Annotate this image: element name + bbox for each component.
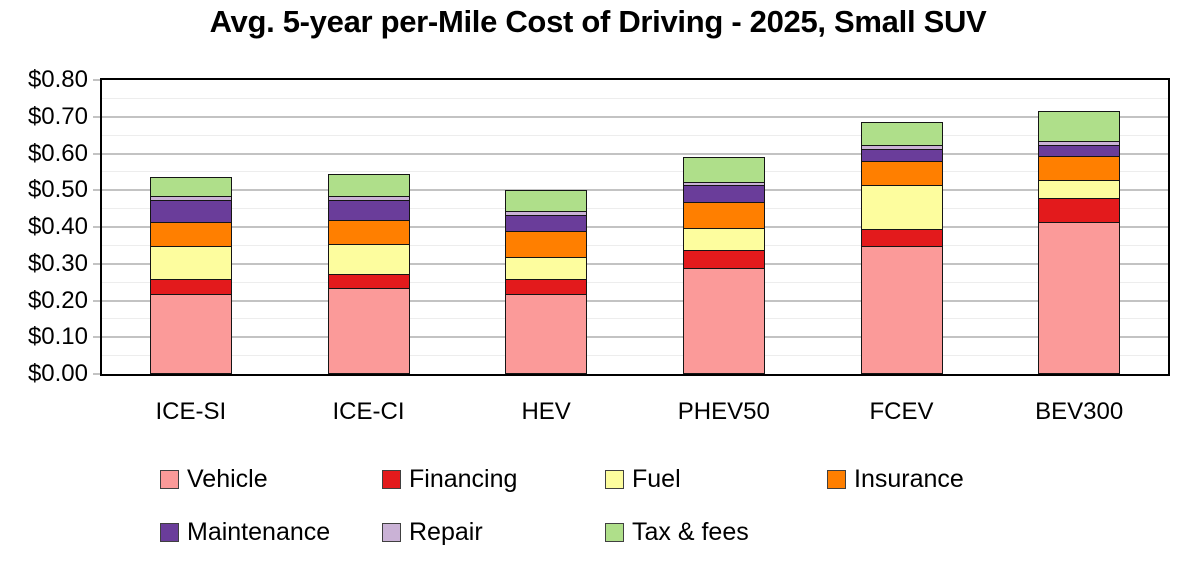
gridline-major [102,226,1168,228]
legend-item-insurance: Insurance [827,466,964,492]
gridline-minor [102,134,1168,136]
bar-segment-vehicle-fcev [860,245,943,374]
gridline-minor [102,171,1168,173]
x-category-label: ICE-CI [332,398,405,425]
bar-segment-maintenance-hev [505,214,588,233]
y-axis-label: $0.30 [27,249,88,277]
bar-segment-tax-fees-ice-si [149,177,232,198]
bar-segment-fuel-fcev [860,184,943,231]
bar-segment-fuel-phev50 [682,227,765,251]
legend-item-fuel: Fuel [605,466,681,492]
bar-segment-financing-hev [505,278,588,295]
y-axis-label: $0.70 [27,102,88,130]
legend-label: Fuel [632,465,681,493]
bar-segment-insurance-phev50 [682,201,765,229]
bar-segment-tax-fees-phev50 [682,157,765,183]
bar-segment-fuel-bev300 [1038,179,1121,200]
gridline-major [102,152,1168,155]
legend-swatch [605,522,624,542]
chart-title: Avg. 5-year per-Mile Cost of Driving - 2… [209,4,987,39]
bar-segment-maintenance-ice-si [149,199,232,224]
bar-segment-maintenance-fcev [860,147,943,163]
y-axis-tick [93,262,100,265]
gridline-major [102,262,1168,265]
bar-segment-maintenance-phev50 [682,184,765,203]
y-axis-label: $0.60 [27,139,88,167]
legend-item-vehicle: Vehicle [160,466,268,492]
gridline-major [102,189,1168,192]
bar-segment-financing-bev300 [1038,197,1121,224]
legend-item-repair: Repair [382,519,483,545]
bar-segment-vehicle-phev50 [682,267,765,374]
bar-segment-vehicle-hev [505,293,588,374]
gridline-major [102,299,1168,302]
y-axis-label: $0.10 [27,323,88,351]
y-axis-tick [93,226,100,228]
bar-segment-financing-fcev [860,228,943,247]
gridline-minor [102,208,1168,210]
bar-segment-insurance-ice-si [149,221,232,247]
y-axis-tick [93,373,100,375]
bar-segment-tax-fees-fcev [860,122,943,146]
y-axis-tick [93,115,100,118]
legend-label: Maintenance [187,518,331,546]
gridline-minor [102,318,1168,320]
gridline-minor [102,281,1168,283]
y-axis-label: $0.50 [27,176,88,204]
bar-segment-financing-ice-si [149,278,232,295]
y-axis-tick [93,336,100,339]
legend-swatch [605,469,624,489]
plot-area-frame [100,78,1170,376]
legend-label: Financing [409,465,518,493]
legend-item-maintenance: Maintenance [160,519,330,545]
legend-item-tax-fees: Tax & fees [605,519,749,545]
bar-segment-financing-phev50 [682,249,765,270]
legend-label: Repair [409,518,483,546]
x-category-label: FCEV [869,398,934,425]
x-category-label: ICE-SI [155,398,227,425]
bar-segment-fuel-ice-si [149,245,232,281]
y-axis-tick [93,299,100,302]
bar-segment-insurance-fcev [860,160,943,187]
gridline-minor [102,97,1168,99]
bar-segment-maintenance-bev300 [1038,144,1121,157]
gridline-major [102,336,1168,339]
y-axis-label: $0.20 [27,286,88,314]
gridline-minor [102,244,1168,246]
bar-segment-tax-fees-ice-ci [327,173,410,198]
x-category-label: HEV [521,398,571,425]
legend-label: Insurance [854,465,964,493]
bar-segment-insurance-hev [505,230,588,258]
gridline-minor [102,355,1168,357]
legend-swatch [160,522,179,542]
bar-segment-vehicle-bev300 [1038,221,1121,374]
legend-swatch [382,522,401,542]
legend-item-financing: Financing [382,466,517,492]
y-axis-tick [93,79,100,81]
legend-label: Vehicle [187,465,268,493]
bar-segment-insurance-bev300 [1038,155,1121,181]
y-axis-tick [93,152,100,155]
y-axis-label: $0.40 [27,213,88,240]
bar-segment-vehicle-ice-ci [327,287,410,374]
bar-segment-maintenance-ice-ci [327,199,410,222]
legend-label: Tax & fees [632,518,749,546]
gridline-major [102,115,1168,118]
bar-segment-insurance-ice-ci [327,219,410,246]
bar-segment-tax-fees-hev [505,190,588,213]
legend-swatch [827,469,846,489]
bar-segment-financing-ice-ci [327,272,410,290]
x-category-label: BEV300 [1035,398,1124,425]
x-category-label: PHEV50 [677,398,770,425]
y-axis-tick [93,189,100,192]
bar-segment-vehicle-ice-si [149,293,232,374]
y-axis-label: $0.00 [27,360,88,387]
bar-segment-fuel-ice-ci [327,243,410,275]
y-axis-label: $0.80 [27,66,88,93]
bar-segment-tax-fees-bev300 [1038,111,1121,143]
bar-segment-fuel-hev [505,256,588,281]
legend-swatch [160,469,179,489]
legend-swatch [382,469,401,489]
